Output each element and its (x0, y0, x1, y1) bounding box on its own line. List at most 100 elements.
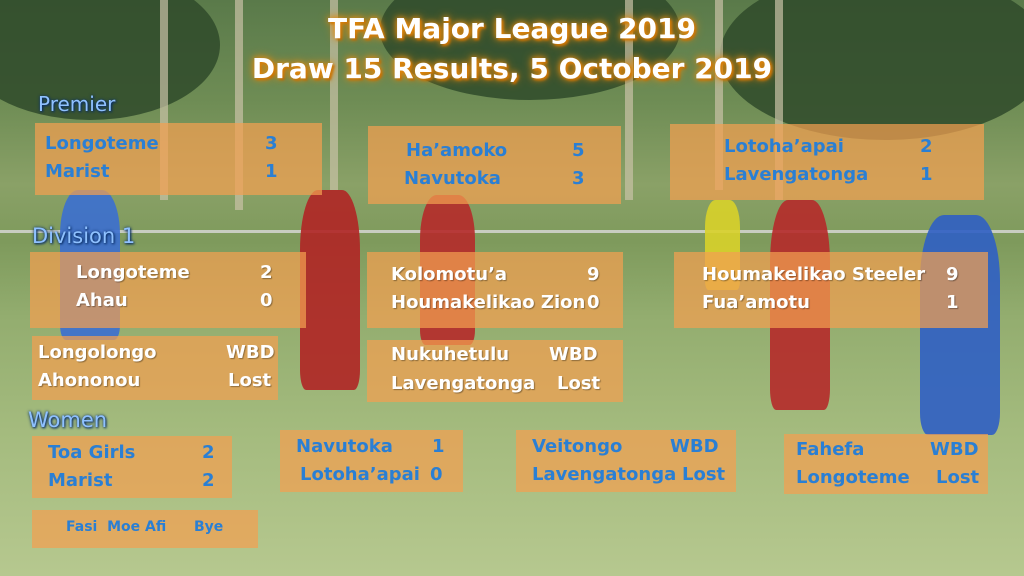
team-score: 1 (265, 161, 278, 182)
section-women: Women (28, 408, 108, 432)
team-score: 2 (202, 470, 215, 491)
team-name: Ha’amoko (406, 140, 508, 161)
match-card-women-4: Fahefa WBD Longoteme Lost (784, 434, 988, 494)
fence-rail (0, 230, 1024, 233)
match-row: Longoteme 2 (30, 262, 306, 288)
match-card-premier-1: Longoteme 3 Marist 1 (35, 123, 322, 195)
match-row: Longoteme Lost (784, 467, 988, 493)
palm-trunk (775, 0, 783, 200)
team-name: Houmakelikao Steeler (702, 264, 926, 285)
team-result: WBD (549, 344, 598, 365)
team-name: Kolomotu’a (391, 264, 508, 285)
team-score: 0 (260, 290, 273, 311)
match-row: Lotoha’apai 2 (670, 136, 984, 162)
tree-canopy (720, 0, 1024, 140)
headline-subtitle: Draw 15 Results, 5 October 2019 (251, 52, 773, 85)
match-row: Navutoka 3 (368, 168, 621, 194)
team-name: Lavengatonga (391, 373, 536, 394)
team-score: 2 (920, 136, 933, 157)
palm-trunk (625, 0, 633, 200)
team-name: Lotoha’apai (300, 464, 420, 485)
team-result: WBD (670, 436, 719, 457)
team-name: Navutoka (296, 436, 393, 457)
team-name: Marist (45, 161, 110, 182)
team-name: Lotoha’apai (724, 136, 844, 157)
match-row: Houmakelikao Zion 0 (367, 292, 623, 318)
section-premier: Premier (38, 92, 116, 116)
team-name: Marist (48, 470, 113, 491)
team-score: 3 (265, 133, 278, 154)
team-name: Veitongo (532, 436, 623, 457)
match-card-women-1: Toa Girls 2 Marist 2 (32, 436, 232, 498)
match-row: Ha’amoko 5 (368, 140, 621, 166)
team-result: Lost (682, 464, 726, 485)
team-result: Lost (936, 467, 980, 488)
team-name: Nukuhetulu (391, 344, 510, 365)
team-name: Fua’amotu (702, 292, 810, 313)
match-row: Kolomotu’a 9 (367, 264, 623, 290)
team-name: Lavengatonga (724, 164, 869, 185)
team-name: Fasi Moe Afi (66, 519, 167, 535)
match-card-division1-5: Nukuhetulu WBD Lavengatonga Lost (367, 340, 623, 402)
match-row: Ahau 0 (30, 290, 306, 316)
team-result: Lost (228, 370, 272, 391)
match-card-women-3: Veitongo WBD Lavengatonga Lost (516, 430, 736, 492)
team-score: 1 (920, 164, 933, 185)
match-row: Fua’amotu 1 (674, 292, 988, 318)
bye-card: Fasi Moe Afi Bye (32, 510, 258, 548)
palm-trunk (330, 0, 338, 190)
headline-title: TFA Major League 2019 (328, 12, 696, 45)
team-score: 5 (572, 140, 585, 161)
section-division1: Division 1 (32, 224, 136, 248)
team-score: 0 (430, 464, 443, 485)
match-row: Longolongo WBD (32, 342, 278, 368)
team-name: Longolongo (38, 342, 157, 363)
match-row: Marist 1 (35, 161, 322, 187)
team-name: Longoteme (45, 133, 159, 154)
match-row: Marist 2 (32, 470, 232, 496)
bye-label: Bye (194, 519, 224, 535)
match-row: Toa Girls 2 (32, 442, 232, 468)
team-name: Toa Girls (48, 442, 136, 463)
palm-trunk (715, 0, 723, 190)
team-score: 1 (946, 292, 959, 313)
palm-trunk (160, 0, 168, 200)
match-card-division1-2: Kolomotu’a 9 Houmakelikao Zion 0 (367, 252, 623, 328)
team-score: 2 (260, 262, 273, 283)
match-card-division1-4: Longolongo WBD Ahononou Lost (32, 336, 278, 400)
team-score: 9 (946, 264, 959, 285)
match-row: Lavengatonga Lost (367, 373, 623, 399)
match-card-premier-2: Ha’amoko 5 Navutoka 3 (368, 126, 621, 204)
match-row: Lavengatonga 1 (670, 164, 984, 190)
team-name: Lavengatonga (532, 464, 677, 485)
match-row: Nukuhetulu WBD (367, 344, 623, 370)
match-row: Ahononou Lost (32, 370, 278, 396)
team-result: WBD (930, 439, 979, 460)
match-row: Longoteme 3 (35, 133, 322, 159)
team-name: Longoteme (76, 262, 190, 283)
team-name: Navutoka (404, 168, 501, 189)
bye-row: Fasi Moe Afi Bye (32, 519, 258, 545)
team-score: 9 (587, 264, 600, 285)
team-score: 2 (202, 442, 215, 463)
match-row: Navutoka 1 (280, 436, 463, 462)
team-result: Lost (557, 373, 601, 394)
team-name: Longoteme (796, 467, 910, 488)
team-score: 3 (572, 168, 585, 189)
palm-trunk (235, 0, 243, 210)
match-row: Fahefa WBD (784, 439, 988, 465)
match-card-women-2: Navutoka 1 Lotoha’apai 0 (280, 430, 463, 492)
match-row: Houmakelikao Steeler 9 (674, 264, 988, 290)
match-row: Lotoha’apai 0 (280, 464, 463, 490)
team-name: Houmakelikao Zion (391, 292, 586, 313)
team-name: Ahononou (38, 370, 141, 391)
player-figure (300, 190, 360, 390)
team-score: 1 (432, 436, 445, 457)
match-row: Lavengatonga Lost (516, 464, 736, 490)
match-card-premier-3: Lotoha’apai 2 Lavengatonga 1 (670, 124, 984, 200)
match-row: Veitongo WBD (516, 436, 736, 462)
team-name: Ahau (76, 290, 128, 311)
team-score: 0 (587, 292, 600, 313)
team-result: WBD (226, 342, 275, 363)
match-card-division1-3: Houmakelikao Steeler 9 Fua’amotu 1 (674, 252, 988, 328)
